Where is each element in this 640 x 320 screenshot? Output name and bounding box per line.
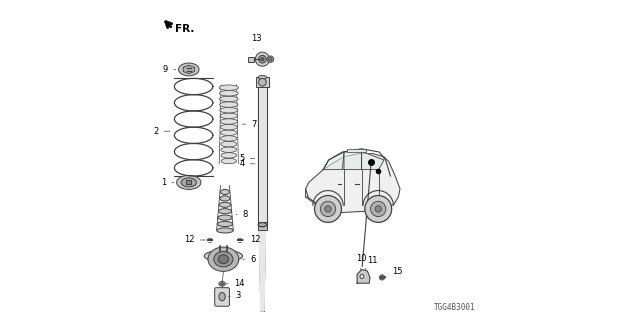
Ellipse shape: [258, 223, 267, 227]
Ellipse shape: [221, 136, 237, 141]
Bar: [347, 149, 366, 152]
Text: 12: 12: [184, 236, 205, 244]
Text: 14: 14: [225, 279, 244, 288]
Ellipse shape: [220, 130, 237, 135]
Ellipse shape: [221, 153, 237, 158]
Polygon shape: [259, 227, 266, 311]
Ellipse shape: [221, 158, 237, 164]
Ellipse shape: [220, 119, 237, 124]
Text: 13: 13: [251, 34, 262, 49]
Ellipse shape: [255, 52, 269, 66]
Ellipse shape: [381, 276, 383, 279]
Text: 9: 9: [163, 65, 176, 74]
Text: 7: 7: [242, 120, 257, 129]
Circle shape: [365, 196, 392, 222]
Ellipse shape: [220, 124, 237, 130]
Text: 6: 6: [243, 255, 255, 264]
Text: 10: 10: [356, 254, 367, 269]
Text: 8: 8: [236, 210, 248, 219]
FancyBboxPatch shape: [215, 288, 230, 306]
Ellipse shape: [221, 283, 223, 285]
Ellipse shape: [221, 147, 237, 152]
Text: 12: 12: [242, 236, 260, 244]
Ellipse shape: [181, 178, 196, 187]
Ellipse shape: [216, 228, 234, 233]
Text: 4: 4: [239, 159, 255, 168]
Text: 2: 2: [153, 127, 170, 136]
Circle shape: [315, 196, 342, 222]
Ellipse shape: [218, 255, 228, 264]
Ellipse shape: [219, 85, 239, 90]
Text: FR.: FR.: [175, 24, 195, 34]
Polygon shape: [344, 151, 362, 170]
Ellipse shape: [179, 63, 199, 76]
Polygon shape: [183, 65, 195, 74]
Ellipse shape: [218, 215, 232, 220]
Bar: [248, 57, 253, 62]
Text: 11: 11: [365, 256, 377, 269]
Text: 15: 15: [385, 267, 402, 277]
Ellipse shape: [208, 247, 239, 271]
Ellipse shape: [220, 102, 238, 107]
Ellipse shape: [380, 275, 385, 280]
Ellipse shape: [220, 113, 237, 119]
Bar: [259, 222, 267, 230]
Ellipse shape: [269, 58, 272, 61]
Polygon shape: [357, 269, 370, 283]
Ellipse shape: [218, 209, 232, 214]
Ellipse shape: [219, 292, 225, 301]
Polygon shape: [323, 152, 344, 170]
Text: 5: 5: [239, 154, 255, 163]
Bar: [256, 77, 269, 87]
Circle shape: [325, 206, 332, 212]
Text: 3: 3: [228, 291, 241, 300]
Ellipse shape: [220, 196, 230, 201]
Ellipse shape: [258, 223, 267, 227]
Ellipse shape: [258, 76, 267, 79]
Ellipse shape: [204, 250, 243, 262]
Ellipse shape: [219, 202, 231, 207]
Ellipse shape: [219, 282, 225, 286]
Circle shape: [321, 201, 336, 217]
Circle shape: [371, 201, 386, 217]
Polygon shape: [306, 154, 400, 213]
Ellipse shape: [259, 78, 266, 86]
Circle shape: [375, 206, 381, 212]
Ellipse shape: [220, 96, 238, 102]
Ellipse shape: [214, 252, 233, 267]
Ellipse shape: [177, 175, 201, 189]
Ellipse shape: [220, 108, 238, 113]
Ellipse shape: [360, 275, 364, 278]
Bar: [186, 180, 191, 184]
Ellipse shape: [259, 55, 266, 63]
Ellipse shape: [217, 221, 233, 227]
Text: 1: 1: [161, 178, 174, 187]
Ellipse shape: [261, 58, 264, 61]
Ellipse shape: [268, 56, 274, 62]
Ellipse shape: [221, 141, 237, 147]
Bar: [259, 77, 267, 226]
Polygon shape: [362, 151, 384, 170]
Text: TGG4B3001: TGG4B3001: [433, 303, 475, 312]
Ellipse shape: [220, 189, 230, 195]
Ellipse shape: [220, 91, 238, 96]
